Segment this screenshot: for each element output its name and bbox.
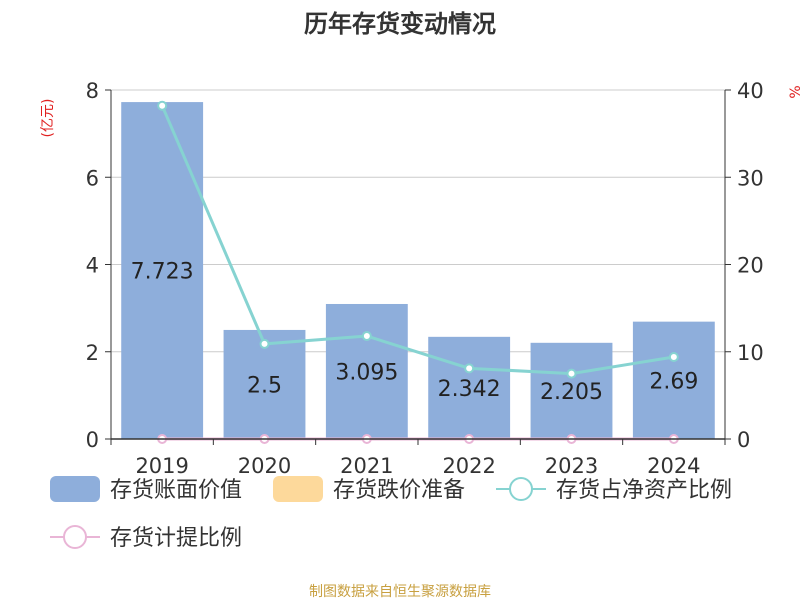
y-right-tick-label: 30 (737, 166, 764, 190)
legend-label: 存货占净资产比例 (556, 478, 732, 503)
bar-value-label: 3.095 (335, 360, 398, 385)
legend-label: 存货计提比例 (110, 526, 242, 551)
chart-title: 历年存货变动情况 (304, 10, 496, 38)
legend-swatch-marker (63, 525, 87, 549)
bar-value-label: 2.5 (247, 373, 282, 398)
y-right-tick-label: 20 (737, 254, 764, 278)
legend-label: 存货跌价准备 (333, 478, 465, 503)
line-point-2024 (668, 351, 679, 362)
bar-2023 (530, 342, 613, 439)
legend-item-2: 存货跌价准备 (273, 476, 465, 503)
bar-2021 (325, 303, 408, 439)
y-right-tick-label: 0 (737, 428, 750, 452)
legend-label: 存货账面价值 (110, 478, 242, 503)
legend-item-1: 存货账面价值 (50, 476, 242, 503)
bar-2019 (121, 102, 204, 440)
legend-item-3: 存货占净资产比例 (496, 477, 732, 503)
line-point-2021 (361, 331, 372, 342)
x-tick-label: 2019 (135, 454, 188, 478)
y-axis-left-label: (亿元) (40, 99, 56, 138)
x-tick-label: 2020 (238, 454, 291, 478)
x-tick-label: 2023 (545, 454, 598, 478)
source-note: 制图数据来自恒生聚源数据库 (309, 584, 491, 600)
y-left-tick-label: 2 (86, 341, 99, 365)
bar-value-label: 2.342 (438, 377, 501, 402)
line-point-2019 (157, 100, 168, 111)
y-axis-right-label: % (788, 85, 800, 98)
line-point-2023 (566, 368, 577, 379)
bar-value-label: 2.69 (649, 369, 698, 394)
y-left-tick-label: 4 (86, 254, 99, 278)
x-tick-label: 2021 (340, 454, 393, 478)
bar-series: 7.723 2.5 3.095 2.342 2.205 2.69 (121, 102, 715, 440)
y-left-tick-label: 8 (86, 79, 99, 103)
axes: 0 2 4 6 8 0 10 20 30 40 2019 2020 2021 2022 2023 2024 (86, 79, 764, 478)
bar-2022 (428, 336, 511, 439)
legend-item-4: 存货计提比例 (50, 525, 242, 551)
line-存货占净资产比例 (160, 105, 675, 376)
x-tick-label: 2022 (442, 454, 495, 478)
y-right-tick-label: 40 (737, 79, 764, 103)
y-left-tick-label: 6 (86, 166, 99, 190)
y-left-tick-label: 0 (86, 428, 99, 452)
legend-swatch (50, 476, 100, 502)
bar-value-label: 2.205 (540, 380, 603, 405)
line-point-2020 (259, 338, 270, 349)
y-right-tick-label: 10 (737, 341, 764, 365)
bar-2024 (632, 321, 715, 439)
legend-swatch-marker (509, 477, 533, 501)
x-tick-label: 2024 (647, 454, 700, 478)
legend-swatch (273, 476, 323, 502)
line-point-2022 (464, 363, 475, 374)
bar-value-label: 7.723 (131, 260, 194, 285)
